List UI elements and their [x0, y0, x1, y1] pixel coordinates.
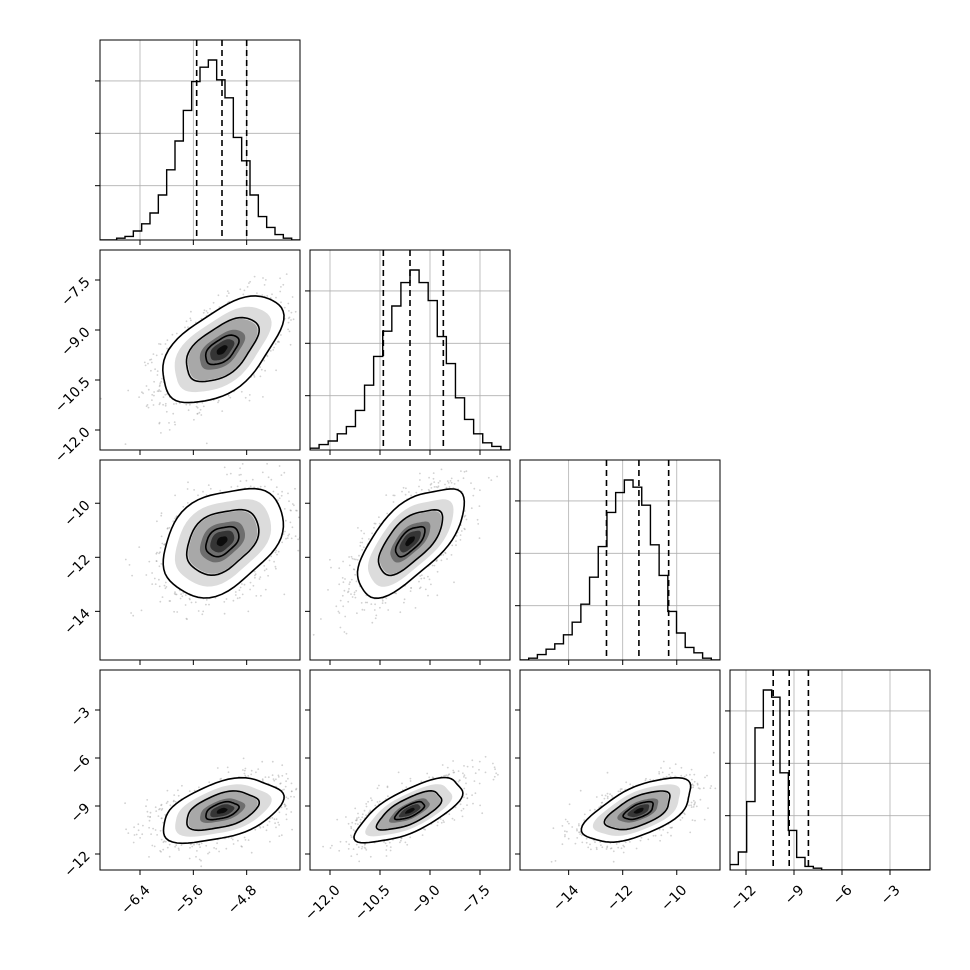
contour-line: [377, 508, 444, 577]
y-tick-label: −9.0: [58, 324, 93, 359]
axes-frame: [519, 669, 721, 871]
contour-line: [162, 776, 285, 845]
y-tick-label: −3: [68, 704, 94, 730]
x-tick-label: −6.4: [118, 882, 153, 917]
scatter-panel-3-1: [305, 669, 511, 875]
y-tick-label: −12.0: [52, 424, 94, 466]
scatter-panel-3-2: [515, 669, 721, 875]
panel-content: [124, 757, 298, 868]
axes-frame: [99, 249, 301, 451]
x-tick-label: −5.6: [172, 882, 207, 917]
contour-line: [393, 800, 426, 821]
axes-frame: [729, 669, 931, 871]
panel-content: [100, 250, 297, 445]
contour-line: [185, 508, 260, 577]
axes-frame: [519, 459, 721, 661]
scatter-panel-2-1: [305, 459, 511, 665]
axes-frame: [99, 669, 301, 871]
contour-line: [580, 777, 692, 844]
x-tick-label: −12: [727, 882, 759, 914]
y-tick-label: −12: [61, 552, 93, 584]
contour-line: [186, 790, 260, 832]
panel-content: [312, 468, 498, 636]
contour-line: [161, 295, 285, 404]
density-level: [216, 807, 228, 814]
scatter-panel-2-0: [95, 459, 301, 665]
x-tick-label: −9: [782, 882, 808, 908]
contour-line: [622, 800, 654, 821]
x-tick-label: −3: [878, 882, 904, 908]
x-tick-label: −12.0: [302, 882, 344, 924]
contour-line: [162, 487, 285, 599]
x-tick-label: −14: [550, 882, 582, 914]
histogram-2: [520, 479, 720, 660]
axes-frame: [99, 39, 301, 241]
x-tick-label: −9.0: [408, 882, 443, 917]
axes-frame: [99, 459, 301, 661]
panel-content: [550, 751, 717, 863]
contour-line: [204, 334, 240, 366]
x-tick-label: −7.5: [458, 882, 493, 917]
x-tick-label: −12: [604, 882, 636, 914]
panel-content: [322, 755, 499, 863]
hist-panel-3: [725, 669, 931, 875]
contour-line: [205, 525, 240, 558]
histogram-0: [100, 59, 300, 240]
y-tick-label: −12: [61, 848, 93, 880]
axes-frame: [309, 669, 511, 871]
density-level: [633, 807, 644, 814]
histogram-3: [730, 689, 930, 870]
hist-panel-1: [305, 249, 511, 455]
contour-line: [603, 790, 671, 831]
hist-panel-0: [95, 39, 301, 245]
y-tick-label: −14: [61, 606, 93, 638]
contour-line: [353, 776, 464, 844]
density-level: [216, 345, 228, 355]
x-tick-label: −6: [830, 882, 856, 908]
scatter-panel-1-0: [95, 249, 301, 455]
scatter-panel-3-0: [95, 669, 301, 875]
y-tick-label: −10: [61, 498, 93, 530]
panel-content: [124, 462, 300, 621]
contour-line: [375, 789, 443, 831]
density-level: [405, 536, 415, 547]
y-tick-label: −6: [68, 752, 94, 778]
x-tick-label: −4.8: [225, 882, 260, 917]
y-tick-label: −9: [68, 800, 94, 826]
axes-frame: [309, 459, 511, 661]
hist-panel-2: [515, 459, 721, 665]
contour-line: [205, 800, 240, 821]
density-level: [405, 807, 415, 814]
x-tick-label: −10: [658, 882, 690, 914]
contour-line: [394, 525, 426, 558]
y-tick-label: −10.5: [52, 374, 94, 416]
axes-frame: [309, 249, 511, 451]
contour-line: [356, 488, 466, 600]
x-tick-label: −10.5: [352, 882, 394, 924]
density-level: [216, 536, 228, 547]
contour-line: [185, 316, 261, 383]
y-tick-label: −7.5: [58, 274, 93, 309]
